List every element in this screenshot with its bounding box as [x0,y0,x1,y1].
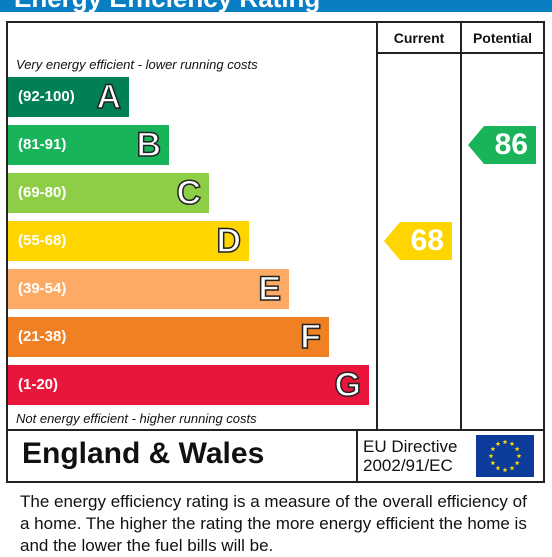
band-a: (92-100) A [8,77,129,117]
current-rating-arrow: 68 [384,222,452,260]
band-range: (92-100) [18,88,75,105]
footer: England & Wales EU Directive 2002/91/EC [6,431,545,483]
eu-star-icon [509,441,515,446]
band-range: (55-68) [18,232,67,249]
header-divider [376,52,543,54]
potential-column-divider [460,23,462,429]
title-bar: Energy Efficiency Rating [0,0,552,12]
band-letter: D [216,221,242,261]
current-column-divider [376,23,378,429]
band-letter: E [258,269,282,309]
band-range: (81-91) [18,136,67,153]
eu-star-icon [490,446,496,452]
eu-star-icon [502,467,508,473]
band-letter: G [334,365,362,405]
directive-line-2: 2002/91/EC [363,456,453,475]
eu-star-icon [495,465,501,471]
eu-star-icon [514,446,520,452]
band-b: (81-91) B [8,125,169,165]
band-letter: C [176,173,202,213]
band-f: (21-38) F [8,317,329,357]
band-letter: B [136,125,162,165]
eu-star-icon [488,453,494,459]
description: The energy efficiency rating is a measur… [20,492,527,555]
current-rating-value: 68 [410,224,444,257]
footer-divider [356,431,358,481]
bottom-note: Not energy efficient - higher running co… [16,411,257,426]
band-range: (69-80) [18,184,67,201]
rating-chart: Current Potential Very energy efficient … [6,21,545,431]
band-range: (39-54) [18,280,67,297]
region-label: England & Wales [22,437,265,470]
band-d: (55-68) D [8,221,249,261]
eu-star-icon [509,465,515,471]
band-g: (1-20) G [8,365,369,405]
eu-star-icon [516,453,522,459]
band-letter: F [299,317,321,357]
band-e: (39-54) E [8,269,289,309]
band-letter: A [96,77,122,117]
eu-star-icon [502,439,508,445]
potential-rating-arrow: 86 [468,126,536,164]
eu-star-icon [490,460,496,466]
band-range: (1-20) [18,376,59,393]
directive: EU Directive 2002/91/EC [363,437,457,475]
eu-star-icon [514,460,520,466]
chart-title: Energy Efficiency Rating [14,0,320,12]
potential-rating-value: 86 [494,128,528,161]
directive-line-1: EU Directive [363,437,458,456]
band-range: (21-38) [18,328,67,345]
potential-column-header: Potential [472,30,533,46]
top-note: Very energy efficient - lower running co… [16,57,258,72]
eu-star-icon [495,441,501,446]
eu-flag-icon [476,435,534,477]
band-c: (69-80) C [8,173,209,213]
current-column-header: Current [393,30,445,46]
